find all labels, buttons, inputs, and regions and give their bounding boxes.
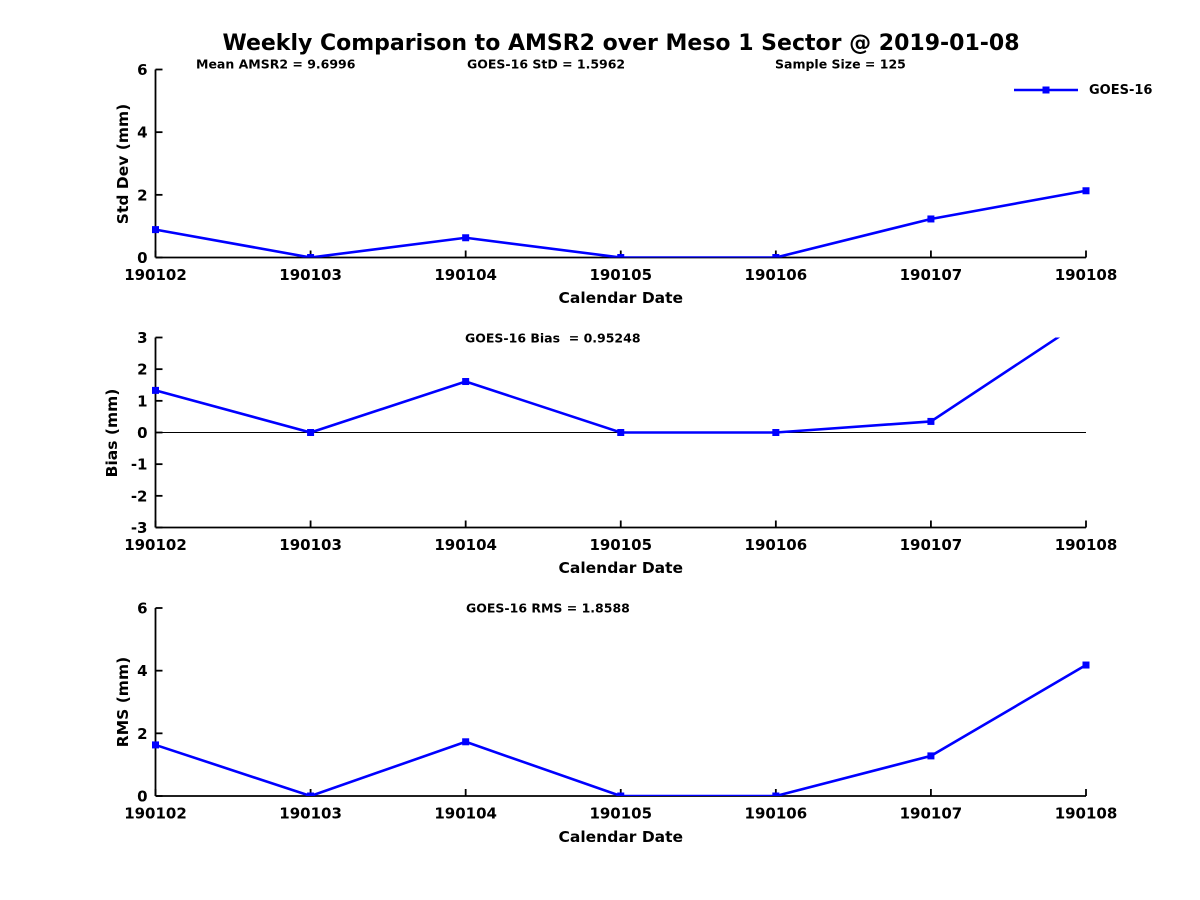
x-tick-label: 190102: [124, 266, 187, 284]
data-point-marker: [307, 429, 315, 436]
data-point-marker: [927, 752, 935, 760]
y-tick-label: 0: [137, 788, 147, 806]
data-point-marker: [307, 792, 315, 796]
y-tick-label: 0: [137, 249, 147, 267]
x-axis-label-calendar-date-1: Calendar Date: [558, 289, 684, 307]
y-tick-label: 6: [137, 600, 147, 618]
legend: GOES-16: [1012, 81, 1152, 99]
y-tick-label: -1: [131, 456, 148, 474]
y-tick-label: 2: [137, 186, 147, 204]
data-markers: [152, 661, 1090, 796]
x-tick-label: 190106: [745, 266, 808, 284]
data-point-marker: [1082, 187, 1090, 195]
x-tick-label: 190106: [745, 536, 808, 554]
x-tick-label: 190105: [589, 805, 652, 823]
y-tick-label: 2: [137, 361, 147, 379]
data-markers: [152, 315, 1090, 436]
data-point-marker: [307, 254, 315, 258]
data-line: [155, 189, 1087, 258]
y-tick-label: 0: [137, 424, 147, 442]
data-point-marker: [617, 254, 625, 258]
legend-line-sample-icon: [1014, 86, 1078, 94]
y-axis-label-std-dev: Std Dev (mm): [114, 103, 132, 224]
subplot-rms: 0 2 4 6 190102 190103 190104 190105 190106 190107…: [124, 600, 1117, 823]
x-tick-label: 190102: [124, 805, 187, 823]
y-tick-label: 4: [137, 662, 147, 680]
subplot-std-dev: 0 2 4 6 190102 190103 190104 190105 190106 190107…: [124, 61, 1117, 284]
x-tick-label: 190107: [900, 536, 963, 554]
annotation-goes16-std: GOES-16 StD = 1.5962: [467, 56, 626, 72]
y-axis-label-rms: RMS (mm): [114, 656, 132, 748]
y-tick-label: 3: [137, 329, 147, 347]
x-tick-label: 190102: [124, 536, 187, 554]
x-tick-label: 190103: [279, 805, 342, 823]
y-axis-label-bias: Bias (mm): [103, 388, 121, 477]
x-tick-label: 190105: [589, 536, 652, 554]
data-markers: [152, 187, 1090, 258]
data-point-marker: [617, 429, 625, 436]
data-point-marker: [152, 386, 159, 394]
y-tick-label: 6: [137, 61, 147, 79]
x-axis-label-calendar-date-2: Calendar Date: [558, 559, 684, 577]
data-point-marker: [617, 792, 625, 796]
x-tick-label: 190103: [279, 266, 342, 284]
x-tick-label: 190104: [434, 266, 497, 284]
y-tick-label: 4: [137, 124, 147, 142]
y-tick-label: -2: [131, 487, 148, 505]
x-tick-label: 190108: [1055, 266, 1118, 284]
x-tick-label: 190107: [900, 805, 963, 823]
x-axis-label-calendar-date-3: Calendar Date: [558, 827, 684, 846]
data-point-marker: [772, 254, 780, 258]
data-point-marker: [772, 429, 780, 436]
y-tick-label: 1: [137, 392, 147, 410]
x-tick-label: 190103: [279, 536, 342, 554]
x-tick-label: 190104: [434, 805, 497, 823]
data-point-marker: [462, 738, 470, 746]
data-point-marker: [927, 417, 935, 425]
data-point-marker: [462, 378, 470, 386]
data-line: [155, 663, 1087, 796]
data-point-marker: [1083, 315, 1090, 322]
data-point-marker: [1082, 661, 1090, 669]
x-tick-label: 190108: [1055, 536, 1118, 554]
data-point-marker: [927, 215, 935, 223]
annotation-mean-amsr2: Mean AMSR2 = 9.6996: [196, 56, 356, 72]
x-tick-label: 190106: [745, 805, 808, 823]
annotation-sample-size: Sample Size = 125: [775, 56, 906, 72]
data-point-marker: [772, 792, 780, 796]
x-tick-label: 190104: [434, 536, 497, 554]
chart-title: Weekly Comparison to AMSR2 over Meso 1 S…: [222, 31, 1020, 56]
x-tick-label: 190105: [589, 266, 652, 284]
data-point-marker: [462, 234, 470, 242]
y-tick-label: 2: [137, 725, 147, 743]
data-point-marker: [152, 741, 159, 749]
legend-label: GOES-16: [1089, 82, 1153, 98]
x-tick-label: 190108: [1055, 805, 1118, 823]
x-tick-label: 190107: [900, 266, 963, 284]
data-point-marker: [152, 226, 159, 234]
y-tick-label: -3: [131, 519, 148, 537]
annotation-goes16-bias: GOES-16 Bias = 0.95248: [465, 330, 641, 345]
annotation-goes16-rms: GOES-16 RMS = 1.8588: [466, 600, 630, 615]
